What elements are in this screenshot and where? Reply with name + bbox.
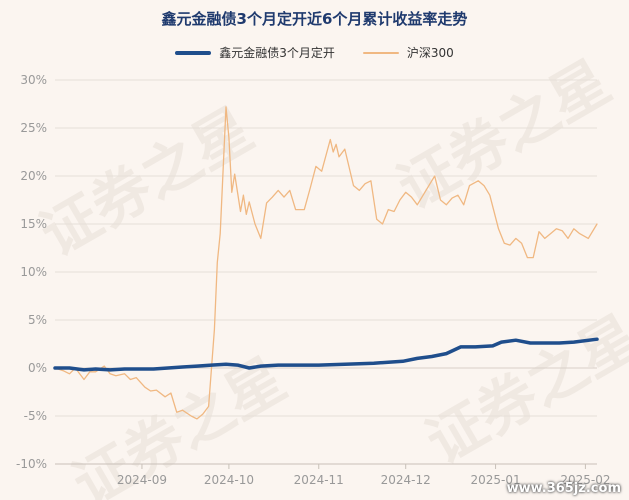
y-tick-label: 10% (20, 265, 47, 279)
y-tick-label: 20% (20, 169, 47, 183)
legend-swatch-fund (175, 50, 212, 55)
legend-swatch-hs300 (362, 51, 399, 54)
y-tick-label: -5% (24, 409, 47, 423)
x-tick-label: 2024-10 (204, 473, 254, 487)
legend-item-fund[interactable]: 鑫元金融债3个月定开 (175, 44, 335, 61)
series-layer (53, 106, 599, 420)
y-tick-label: 25% (20, 121, 47, 135)
y-tick-label: -10% (16, 457, 47, 471)
y-tick-label: 30% (20, 73, 47, 87)
series-line-fund (53, 337, 599, 372)
y-axis: 30% 25% 20% 15% 10% 5% 0% -5% -10% (16, 73, 47, 471)
legend-item-hs300[interactable]: 沪深300 (362, 44, 454, 61)
x-tick-label: 2024-09 (117, 473, 167, 487)
grid-layer (55, 79, 597, 465)
series-line-hs300 (54, 106, 598, 420)
legend-label-fund: 鑫元金融债3个月定开 (219, 46, 335, 60)
chart-legend: 鑫元金融债3个月定开 沪深300 (0, 44, 629, 61)
x-tick-label: 2025-02 (560, 473, 610, 487)
x-tick-label: 2025-01 (470, 473, 520, 487)
y-tick-label: 0% (28, 361, 47, 375)
site-watermark: www.365jz.com (506, 481, 621, 496)
x-axis: 2024-09 2024-10 2024-11 2024-12 2025-01 2025-… (55, 463, 610, 487)
x-tick-label: 2024-11 (294, 473, 344, 487)
y-tick-label: 15% (20, 217, 47, 231)
legend-label-hs300: 沪深300 (406, 46, 454, 60)
y-tick-label: 5% (28, 313, 47, 327)
x-tick-label: 2024-12 (381, 473, 431, 487)
chart-title: 鑫元金融债3个月定开近6个月累计收益率走势 (161, 10, 468, 28)
